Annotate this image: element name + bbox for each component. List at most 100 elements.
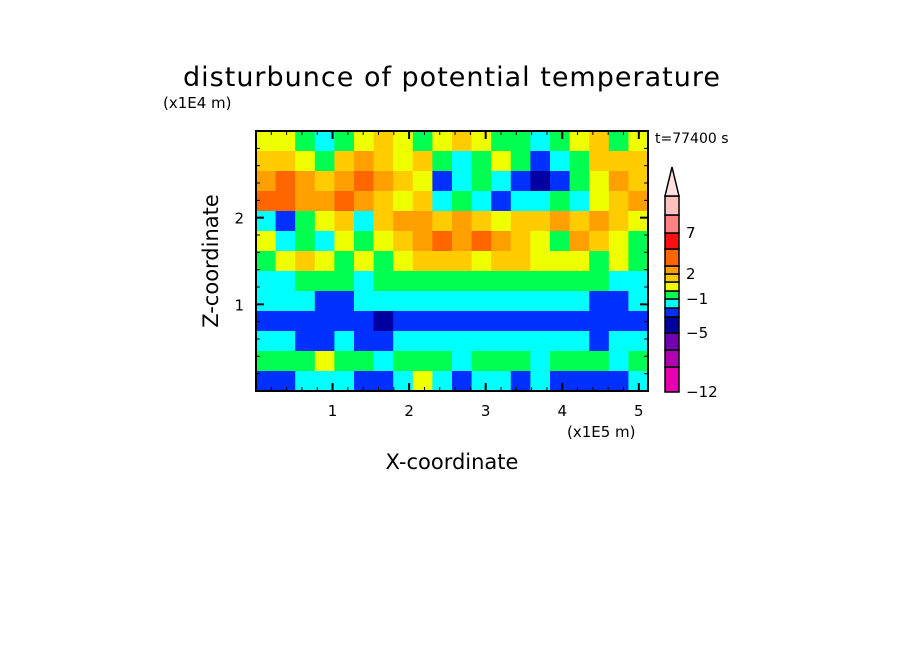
field-cell: [354, 351, 375, 372]
field-cell: [491, 151, 512, 172]
field-cell: [334, 211, 355, 232]
field-cell: [569, 271, 590, 292]
y-tick-label: 1: [234, 296, 244, 314]
field-cell: [530, 131, 551, 152]
field-cell: [628, 151, 649, 172]
field-cell: [256, 211, 277, 232]
field-cell: [432, 351, 453, 372]
field-cell: [510, 291, 531, 312]
field-cell: [569, 211, 590, 232]
field-cell: [569, 311, 590, 332]
field-cell: [256, 151, 277, 172]
contour-field: [256, 131, 649, 392]
field-cell: [256, 311, 277, 332]
field-cell: [569, 371, 590, 392]
field-cell: [295, 171, 316, 192]
field-cell: [510, 131, 531, 152]
colorbar-swatch: [664, 214, 680, 234]
field-cell: [589, 131, 610, 152]
field-cell: [412, 151, 433, 172]
field-cell: [334, 371, 355, 392]
y-axis-label: Z-coordinate: [199, 194, 223, 328]
field-cell: [373, 171, 394, 192]
field-cell: [608, 251, 629, 272]
field-cell: [295, 331, 316, 352]
field-cell: [412, 291, 433, 312]
field-cell: [295, 371, 316, 392]
y-tick-label: 2: [234, 210, 244, 228]
field-cell: [608, 311, 629, 332]
x-tick-label: 2: [404, 402, 414, 420]
field-cell: [550, 331, 571, 352]
field-cell: [530, 351, 551, 372]
field-cell: [432, 211, 453, 232]
field-cell: [491, 251, 512, 272]
field-cell: [471, 311, 492, 332]
field-cell: [510, 371, 531, 392]
field-cell: [295, 131, 316, 152]
field-cell: [550, 211, 571, 232]
field-cell: [412, 231, 433, 252]
colorbar: 7 2 −1 −5 −12: [664, 166, 718, 401]
field-cell: [354, 171, 375, 192]
field-cell: [550, 191, 571, 212]
field-cell: [354, 151, 375, 172]
colorbar-swatch: [664, 298, 680, 309]
field-cell: [452, 311, 473, 332]
field-cell: [530, 251, 551, 272]
field-cell: [569, 191, 590, 212]
field-cell: [373, 371, 394, 392]
field-cell: [471, 291, 492, 312]
field-cell: [510, 191, 531, 212]
field-cell: [295, 311, 316, 332]
field-cell: [373, 131, 394, 152]
field-cell: [510, 211, 531, 232]
x-scale-label: (x1E5 m): [567, 423, 636, 441]
field-cell: [432, 151, 453, 172]
field-cell: [334, 271, 355, 292]
field-cell: [510, 331, 531, 352]
field-cell: [275, 191, 296, 212]
field-cell: [491, 331, 512, 352]
field-cell: [452, 331, 473, 352]
field-cell: [589, 211, 610, 232]
field-cell: [256, 251, 277, 272]
field-cell: [412, 211, 433, 232]
field-cell: [314, 311, 335, 332]
field-cell: [530, 191, 551, 212]
field-cell: [608, 271, 629, 292]
field-cell: [491, 191, 512, 212]
field-cell: [569, 171, 590, 192]
field-cell: [452, 291, 473, 312]
field-cell: [510, 311, 531, 332]
field-cell: [491, 351, 512, 372]
field-cell: [471, 131, 492, 152]
field-cell: [412, 251, 433, 272]
field-cell: [314, 131, 335, 152]
field-cell: [412, 131, 433, 152]
field-cell: [550, 231, 571, 252]
field-cell: [393, 171, 414, 192]
field-cell: [491, 311, 512, 332]
field-cell: [608, 291, 629, 312]
field-cell: [314, 251, 335, 272]
colorbar-swatch: [664, 265, 680, 275]
field-cell: [628, 211, 649, 232]
colorbar-swatch: [664, 316, 680, 334]
field-cell: [550, 151, 571, 172]
field-cell: [471, 191, 492, 212]
field-cell: [334, 131, 355, 152]
field-cell: [412, 171, 433, 192]
field-cell: [530, 151, 551, 172]
field-cell: [550, 251, 571, 272]
field-cell: [491, 131, 512, 152]
field-cell: [608, 211, 629, 232]
colorbar-swatch: [664, 307, 680, 318]
field-cell: [412, 191, 433, 212]
field-cell: [314, 151, 335, 172]
field-cell: [373, 331, 394, 352]
field-cell: [452, 131, 473, 152]
field-cell: [334, 311, 355, 332]
field-cell: [354, 311, 375, 332]
field-cell: [334, 351, 355, 372]
